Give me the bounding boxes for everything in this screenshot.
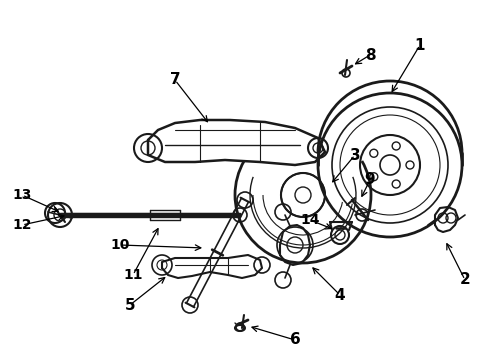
Text: 10: 10 [110,238,130,252]
Text: 13: 13 [12,188,32,202]
Text: 12: 12 [12,218,32,232]
Text: 5: 5 [124,297,135,312]
Text: 14: 14 [300,213,320,227]
Text: 6: 6 [290,333,300,347]
Text: 9: 9 [365,172,375,188]
Text: 11: 11 [123,268,143,282]
Text: 1: 1 [415,37,425,53]
Text: 7: 7 [170,72,180,87]
Text: 2: 2 [460,273,470,288]
Text: 8: 8 [365,48,375,63]
Text: 3: 3 [350,148,360,162]
Text: 4: 4 [335,288,345,302]
